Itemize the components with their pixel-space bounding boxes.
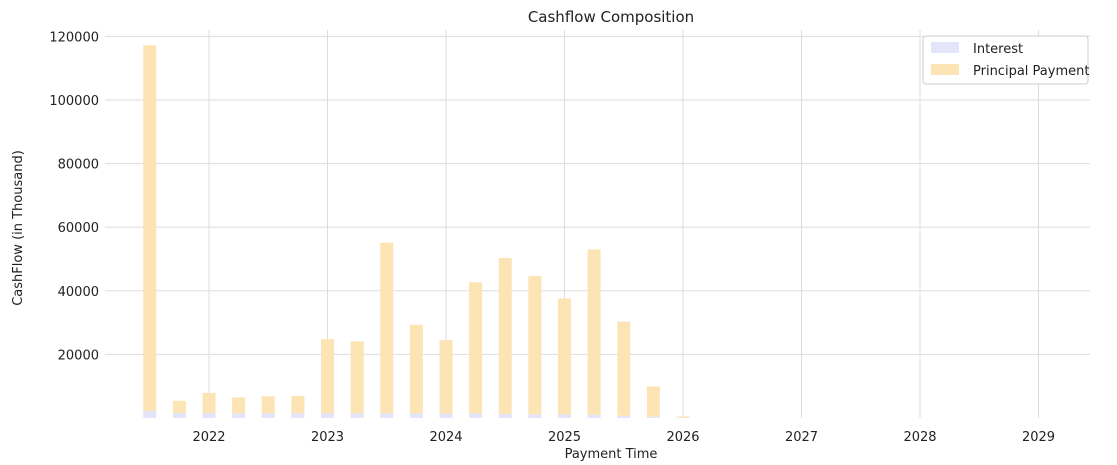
- bar-principal: [528, 276, 542, 415]
- x-tick-label: 2025: [548, 430, 581, 445]
- bar-principal: [646, 386, 660, 417]
- bar-interest: [202, 412, 216, 418]
- bars: [143, 45, 690, 418]
- legend-label-interest: Interest: [973, 42, 1023, 57]
- y-tick-label: 100000: [49, 94, 99, 109]
- y-tick-label: 40000: [58, 285, 99, 300]
- bar-interest: [469, 413, 483, 418]
- bar-interest: [558, 414, 571, 418]
- legend-label-principal: Principal Payment: [973, 64, 1089, 79]
- bar-principal: [321, 339, 334, 414]
- bar-interest: [587, 414, 601, 418]
- bar-principal: [143, 45, 157, 412]
- bar-principal: [558, 298, 571, 415]
- bar-interest: [291, 413, 305, 418]
- bar-interest: [172, 412, 186, 418]
- bar-principal: [350, 341, 364, 414]
- bar-interest: [528, 414, 542, 418]
- bar-interest: [617, 415, 631, 418]
- y-tick-label: 60000: [58, 221, 99, 236]
- legend-swatch-interest: [931, 42, 959, 53]
- y-tick-label: 120000: [49, 30, 99, 45]
- bar-principal: [202, 392, 216, 413]
- bar-principal: [587, 249, 601, 415]
- bar-interest: [350, 413, 364, 418]
- legend: Interest Principal Payment: [922, 35, 1089, 85]
- bar-principal: [261, 396, 275, 414]
- bar-interest: [321, 413, 334, 418]
- x-tick-label: 2022: [192, 430, 225, 445]
- bar-principal: [498, 258, 512, 414]
- bar-interest: [646, 416, 660, 418]
- x-axis-label: Payment Time: [565, 447, 658, 462]
- grid-lines: [105, 30, 1090, 418]
- x-tick-label: 2024: [429, 430, 462, 445]
- bar-interest: [409, 413, 423, 418]
- bar-principal: [232, 397, 246, 414]
- x-tick-label: 2023: [311, 430, 344, 445]
- y-axis-ticks: 20000 40000 60000 80000 100000 120000: [49, 30, 99, 363]
- bar-principal: [380, 242, 394, 414]
- legend-swatch-principal: [931, 64, 959, 75]
- bar-interest: [232, 413, 246, 418]
- x-axis-ticks: 2022 2023 2024 2025 2026 2027 2028 2029: [192, 430, 1055, 445]
- bar-principal: [617, 321, 631, 416]
- bar-interest: [380, 413, 394, 418]
- x-tick-label: 2028: [903, 430, 936, 445]
- bar-principal: [469, 282, 483, 414]
- x-tick-label: 2029: [1022, 430, 1055, 445]
- bar-principal: [172, 400, 186, 413]
- x-tick-label: 2026: [666, 430, 699, 445]
- bar-principal: [676, 416, 690, 418]
- y-tick-label: 80000: [58, 158, 99, 173]
- bar-principal: [291, 396, 305, 414]
- bar-interest: [143, 411, 157, 418]
- y-axis-label: CashFlow (in Thousand): [11, 150, 26, 306]
- bar-interest: [261, 413, 275, 418]
- bar-interest: [439, 413, 453, 418]
- chart-title: Cashflow Composition: [528, 8, 694, 26]
- y-tick-label: 20000: [58, 348, 99, 363]
- bar-interest: [498, 413, 512, 418]
- bar-principal: [409, 324, 423, 414]
- legend-box: [922, 35, 1089, 85]
- x-tick-label: 2027: [785, 430, 818, 445]
- bar-principal: [439, 340, 453, 414]
